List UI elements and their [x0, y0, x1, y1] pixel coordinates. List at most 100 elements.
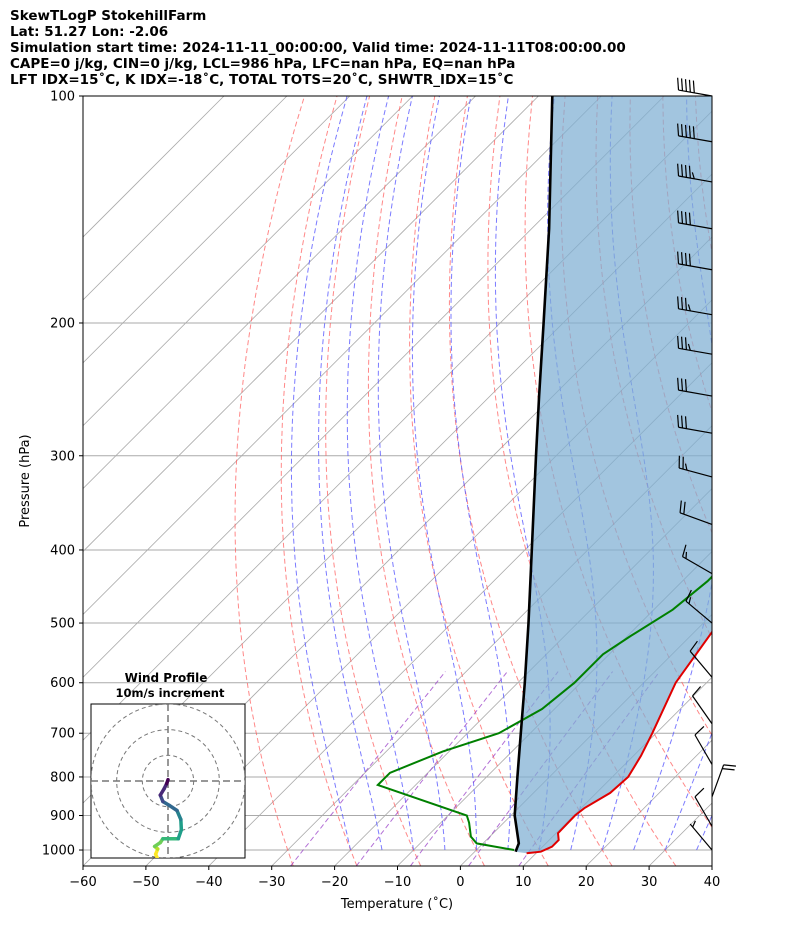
- moist-adiabat-line: [728, 79, 794, 850]
- wind-barb-flag: [677, 123, 680, 136]
- wind-barb-flag: [723, 764, 736, 767]
- wind-barb-staff: [679, 467, 713, 478]
- moist-adiabat-line: [377, 96, 446, 851]
- wind-barb-flag: [688, 125, 691, 138]
- mixing-ratio-line: [355, 671, 508, 866]
- x-tick-label: 0: [456, 875, 464, 890]
- x-tick-label: −40: [195, 875, 222, 890]
- parcel-area-fill: [514, 96, 712, 854]
- dry-adiabat-line: [367, 96, 485, 866]
- moist-adiabat-line: [664, 731, 712, 851]
- wind-barb-flag: [688, 79, 691, 93]
- wind-barb-staff: [678, 222, 713, 230]
- wind-barb: [677, 296, 713, 316]
- moist-adiabat-line: [411, 96, 477, 850]
- wind-barb-flag: [684, 463, 688, 471]
- y-tick-label: 100: [50, 90, 75, 105]
- hodograph-subtitle: 10m/s increment: [116, 686, 225, 700]
- wind-barb-flag: [680, 378, 684, 391]
- wind-barb: [677, 251, 713, 271]
- wind-barb-flag: [691, 172, 695, 179]
- wind-barb-flag: [677, 377, 680, 391]
- wind-barb: [689, 820, 713, 851]
- isotherm-line: [83, 96, 225, 238]
- wind-barb-flag: [680, 124, 684, 137]
- wind-barb: [694, 725, 713, 765]
- wind-barb-flag: [694, 725, 705, 736]
- wind-barb-flag: [684, 124, 687, 138]
- wind-barb-flag: [684, 416, 687, 429]
- wind-barb: [677, 77, 713, 97]
- wind-barb-staff: [678, 308, 713, 316]
- moist-adiabat-line: [494, 96, 551, 851]
- wind-barb-flag: [681, 544, 687, 557]
- x-tick-label: −50: [132, 875, 159, 890]
- x-tick-label: −30: [258, 875, 285, 890]
- wind-barb-flag: [680, 78, 684, 91]
- dry-adiabat-line: [280, 96, 358, 866]
- moist-adiabat-line: [346, 96, 414, 851]
- wind-barb-flag: [688, 597, 692, 604]
- moist-adiabat-line: [450, 96, 511, 851]
- y-tick-label: 900: [50, 809, 75, 824]
- y-tick-label: 500: [50, 617, 75, 632]
- wind-barb-flag: [677, 335, 680, 349]
- wind-barb-staff: [678, 175, 713, 183]
- wind-barb-flag: [684, 79, 687, 92]
- wind-barb-staff: [694, 734, 713, 765]
- wind-barb-flag: [687, 304, 691, 312]
- wind-barb: [681, 544, 713, 575]
- x-tick-label: −20: [321, 875, 348, 890]
- wind-barb-flag: [692, 126, 695, 139]
- wind-barb-staff: [685, 600, 713, 624]
- wind-barb-staff: [689, 650, 713, 678]
- wind-barb-flag: [677, 414, 680, 428]
- wind-barb-staff: [678, 426, 713, 434]
- wind-barb: [677, 377, 713, 397]
- wind-barb-flag: [692, 820, 696, 828]
- isotherm-line: [83, 96, 476, 490]
- time-text: Simulation start time: 2024-11-11_00:00:…: [10, 40, 626, 56]
- x-axis-label: Temperature (˚C): [340, 896, 453, 912]
- wind-barb-flag: [692, 686, 702, 697]
- moist-adiabat-line: [633, 96, 712, 851]
- wind-barb-staff: [679, 512, 713, 526]
- isotherm-line: [145, 299, 712, 866]
- wind-barb-flag: [677, 296, 680, 309]
- dry-adiabat-line: [448, 96, 613, 866]
- isotherm-line: [83, 96, 413, 427]
- wind-barb-staff: [678, 389, 713, 397]
- wind-barb-flag: [688, 165, 691, 179]
- wind-barb-staff: [694, 796, 713, 827]
- wind-barb: [692, 686, 713, 725]
- wind-barb-flag: [679, 500, 682, 513]
- wind-barb-flag: [680, 415, 684, 429]
- hodograph-title: Wind Profile: [125, 671, 208, 685]
- wind-barb-staff: [711, 764, 725, 798]
- wind-barb-flag: [684, 165, 687, 178]
- wind-barb-flag: [694, 787, 705, 798]
- x-tick-label: 10: [515, 875, 532, 890]
- wind-barb: [679, 500, 713, 526]
- x-tick-label: −60: [69, 875, 96, 890]
- wind-barb-staff: [678, 89, 713, 97]
- wind-barb-flag: [677, 163, 680, 177]
- x-tick-label: 30: [641, 875, 658, 890]
- isotherm-line: [83, 96, 602, 615]
- dry-adiabat-line: [234, 96, 305, 866]
- x-tick-label: 20: [578, 875, 595, 890]
- wind-barb: [677, 123, 713, 143]
- wind-barb: [677, 414, 713, 434]
- x-tick-label: −10: [384, 875, 411, 890]
- wind-barb: [711, 764, 736, 798]
- isotherm-line: [711, 865, 712, 866]
- y-axis-label: Pressure (hPa): [18, 434, 33, 527]
- cape-params-text: CAPE=0 j/kg, CIN=0 j/kg, LCL=986 hPa, LF…: [10, 56, 516, 72]
- hodograph-segment: [164, 777, 170, 786]
- wind-barb-flag: [687, 343, 691, 351]
- wind-barb-flag: [722, 768, 735, 771]
- wind-barb-flag: [692, 80, 695, 93]
- location-text: Lat: 51.27 Lon: -2.06: [10, 24, 169, 40]
- chart-title-block: SkewTLogP StokehillFarm Lat: 51.27 Lon: …: [10, 8, 626, 88]
